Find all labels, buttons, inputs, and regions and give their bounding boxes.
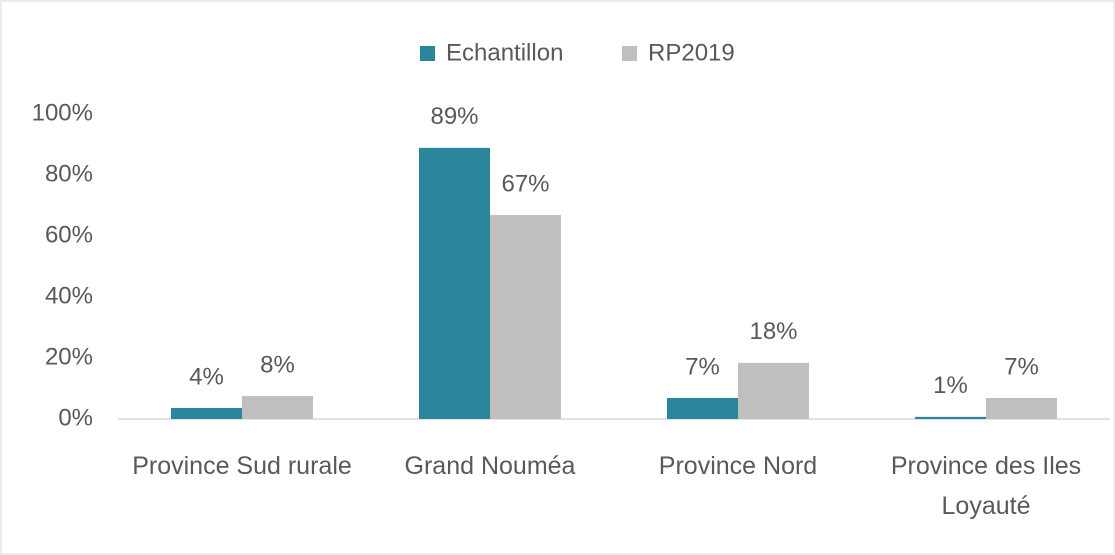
legend-swatch <box>622 46 637 61</box>
bar <box>490 214 561 419</box>
data-label: 89% <box>430 103 478 130</box>
x-tick-label: Grand Nouméa <box>404 452 576 480</box>
bar <box>915 416 986 419</box>
x-tick-label: Province Nord <box>658 452 818 480</box>
x-tick-label: Province des Iles Loyauté <box>890 452 1082 520</box>
bar <box>738 362 809 419</box>
y-tick-label: 100% <box>32 99 93 126</box>
y-tick-label: 0% <box>58 404 93 431</box>
y-tick-label: 80% <box>45 160 93 187</box>
legend-label: Echantillon <box>446 39 563 66</box>
x-tick-label: Province Sud rurale <box>132 452 352 480</box>
data-label: 4% <box>189 363 224 390</box>
bar <box>419 147 490 420</box>
data-label: 67% <box>501 170 549 197</box>
bar <box>667 397 738 419</box>
y-tick-label: 40% <box>45 282 93 309</box>
bar <box>986 397 1057 419</box>
data-label: 1% <box>933 372 968 399</box>
y-tick-label: 60% <box>45 221 93 248</box>
bar <box>242 396 313 419</box>
legend-label: RP2019 <box>648 39 735 66</box>
legend-swatch <box>420 46 435 61</box>
y-tick-label: 20% <box>45 343 93 370</box>
data-label: 7% <box>685 353 720 380</box>
data-label: 8% <box>260 351 295 378</box>
data-label: 7% <box>1004 353 1039 380</box>
bar <box>171 408 242 419</box>
data-label: 18% <box>749 318 797 345</box>
